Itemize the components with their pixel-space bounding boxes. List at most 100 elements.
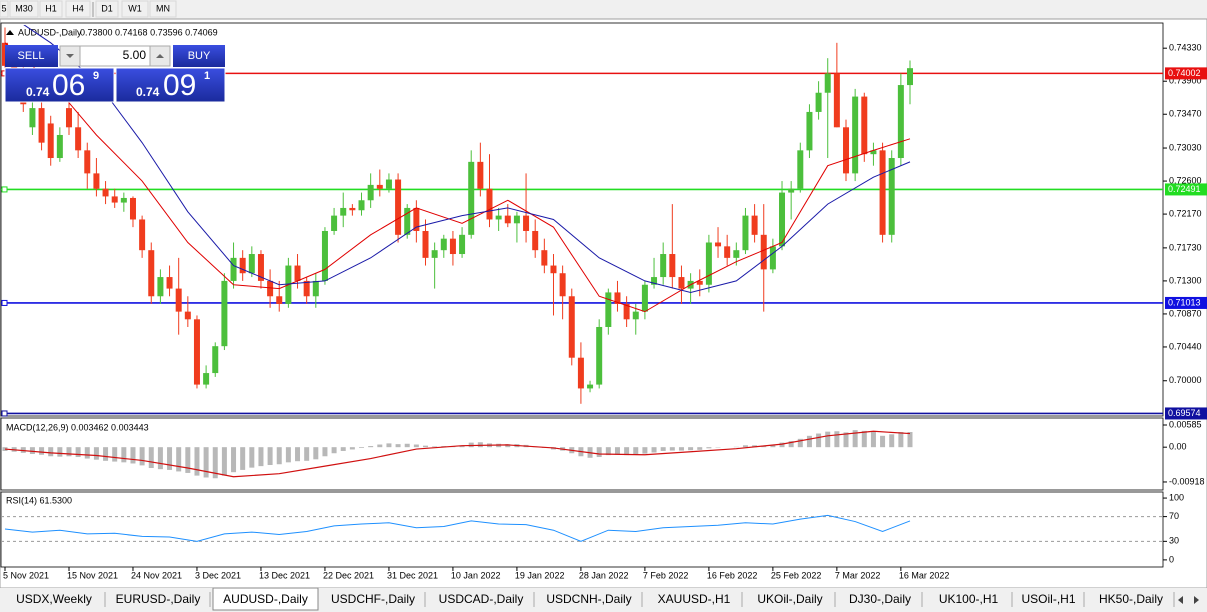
level-label-bg: [1165, 67, 1207, 80]
macd-bar: [834, 431, 840, 448]
macd-bar: [806, 435, 812, 448]
candle-body: [47, 123, 54, 159]
sell-label: SELL: [18, 50, 45, 62]
timeframe-label: H1: [45, 3, 57, 13]
candle-body: [696, 280, 703, 285]
macd-bar: [423, 445, 429, 448]
x-tick-label: 24 Nov 2021: [131, 570, 182, 580]
candle-body: [102, 188, 109, 197]
macd-bar: [861, 430, 867, 448]
tab-label: USDCHF-,Daily: [331, 592, 415, 606]
moving-average: [23, 25, 911, 293]
candle-body: [257, 254, 264, 281]
candle-body: [760, 234, 767, 270]
candle-body: [93, 173, 100, 189]
rsi-tick-label: 30: [1169, 536, 1179, 546]
candle-body: [532, 230, 539, 251]
candle-body: [449, 238, 456, 255]
tab-label: USDCAD-,Daily: [439, 592, 524, 606]
macd-bar: [459, 445, 465, 448]
buy-big-figure: 0.74: [136, 85, 160, 99]
tab[interactable]: [538, 590, 640, 609]
timeframe-button[interactable]: [149, 0, 177, 18]
macd-panel: [0, 417, 1164, 491]
y-tick-label: 0.73030: [1169, 142, 1202, 152]
macd-bar: [212, 447, 218, 479]
buy-button[interactable]: [173, 45, 225, 67]
level-label-bg: [1165, 183, 1207, 196]
candle-body: [148, 250, 155, 297]
candle-body: [404, 207, 411, 235]
candle-body: [632, 311, 639, 320]
candle-body: [742, 215, 749, 251]
chart-tabs: USDX,Weekly EURUSD-,Daily AUDUSD-,Daily USD…: [5, 587, 1175, 611]
y-tick-label: 0.70000: [1169, 375, 1202, 385]
candle-body: [276, 296, 283, 304]
rsi-line: [4, 514, 911, 542]
macd-bar: [395, 444, 401, 448]
macd-tick-label: 0.00585: [1169, 419, 1202, 429]
candle-body: [468, 161, 475, 235]
tab[interactable]: [747, 590, 833, 609]
tab[interactable]: [1015, 590, 1082, 609]
tab[interactable]: [212, 587, 319, 611]
tab-scroll-arrows[interactable]: [1178, 596, 1199, 604]
x-tick-label: 16 Feb 2022: [707, 570, 758, 580]
buy-price-box[interactable]: [115, 67, 226, 103]
macd-bar: [139, 447, 145, 466]
tab[interactable]: [1090, 590, 1172, 609]
macd-bar: [870, 431, 876, 448]
macd-bar: [93, 447, 99, 460]
sell-price-box[interactable]: [4, 67, 115, 103]
symbol-title: AUDUSD-,Daily: [18, 27, 82, 37]
level-label: 0.72491: [1168, 184, 1201, 194]
candle-body: [715, 242, 722, 247]
timeframe-button[interactable]: [39, 0, 63, 18]
tab[interactable]: [840, 590, 920, 609]
tab[interactable]: [648, 590, 740, 609]
candle-body: [358, 200, 365, 211]
tab[interactable]: [927, 590, 1010, 609]
macd-bar: [678, 447, 684, 451]
tab[interactable]: [108, 590, 208, 609]
x-tick-label: 19 Jan 2022: [515, 570, 565, 580]
x-tick-label: 25 Feb 2022: [771, 570, 822, 580]
macd-bar: [66, 447, 72, 457]
sell-button[interactable]: [5, 45, 58, 67]
macd-bar: [596, 447, 602, 458]
macd-bar: [359, 447, 365, 448]
x-tick-label: 5 Nov 2021: [3, 570, 49, 580]
level-label: 0.74002: [1168, 68, 1201, 78]
collapse-icon[interactable]: [6, 30, 14, 35]
timeframe-button[interactable]: [65, 0, 91, 18]
candle-body: [623, 303, 630, 320]
macd-bar: [706, 447, 712, 449]
level-label: 0.69574: [1168, 408, 1201, 418]
macd-bar: [624, 447, 630, 456]
candle-body: [120, 197, 127, 203]
timeframe-button[interactable]: [0, 0, 9, 18]
timeframe-button[interactable]: [121, 0, 149, 18]
candle-body: [568, 296, 575, 358]
candle-body: [833, 73, 840, 128]
macd-bar: [340, 447, 346, 451]
sell-pips: 06: [52, 69, 85, 102]
y-tick-label: 0.74330: [1169, 43, 1202, 53]
macd-bar: [404, 443, 410, 448]
macd-bar: [752, 445, 758, 448]
tab[interactable]: [323, 590, 423, 609]
macd-bar: [295, 447, 301, 462]
sell-big-figure: 0.74: [26, 85, 50, 99]
candle-body: [139, 219, 146, 251]
price-plot: [1, 25, 1163, 415]
candle-body: [550, 265, 557, 274]
tab[interactable]: [430, 590, 532, 609]
tab-label: UKOil-,Daily: [757, 592, 822, 606]
x-tick-label: 3 Dec 2021: [195, 570, 241, 580]
timeframe-button[interactable]: [95, 0, 119, 18]
timeframe-button[interactable]: [9, 0, 39, 18]
tab[interactable]: [5, 590, 103, 609]
candle-body: [705, 242, 712, 285]
macd-bar: [468, 442, 474, 448]
candle-body: [870, 150, 877, 155]
